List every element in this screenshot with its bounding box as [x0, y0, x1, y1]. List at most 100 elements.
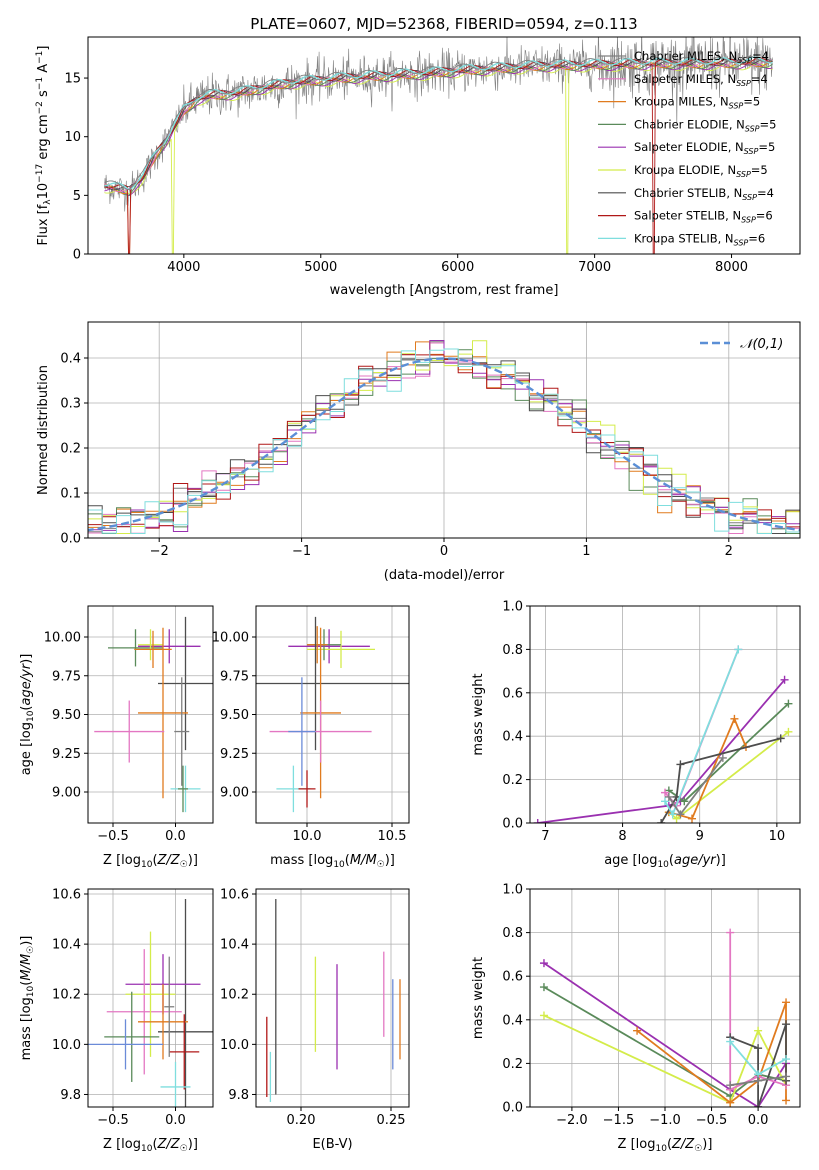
mass_vs_z-panel: −0.5 0.0 9.8 10.0 10.2 10.4 10.6 Z [log10(Z/Z☉)…	[19, 888, 214, 1154]
x-tick-label: −2.0	[556, 1113, 588, 1128]
y-tick-label: 10.00	[212, 631, 249, 646]
y-tick-label: 1.0	[502, 883, 523, 898]
y-tick-label: 10.6	[52, 888, 81, 903]
x-tick-label: 0.20	[287, 1113, 316, 1128]
y-tick-label: 10.2	[52, 988, 81, 1003]
weight-marker	[726, 928, 735, 937]
y-axis-label: age [log10(age/yr)]	[19, 654, 36, 776]
y-tick-label: 9.8	[228, 1088, 249, 1103]
spectrum-model-chabrier_miles	[104, 55, 773, 191]
weight-marker	[784, 699, 793, 708]
y-tick-label: 5	[73, 189, 81, 204]
y-tick-label: 0.0	[502, 817, 523, 832]
x-axis-label: age [log10(age/yr)]	[604, 853, 726, 870]
axes-frame	[255, 888, 410, 1108]
x-axis-label: wavelength [Angstrom, rest frame]	[330, 283, 559, 298]
weight-marker	[754, 1026, 763, 1035]
weight-marker	[726, 1037, 735, 1046]
y-tick-label: 10.0	[220, 1038, 249, 1053]
mass_vs_z-points	[88, 899, 213, 1107]
x-tick-label: 0.0	[165, 1113, 186, 1128]
age_vs_mass-panel: 10.0 10.5 9.00 9.25 9.50 9.75 10.00 mass [log10…	[212, 605, 410, 870]
mass_vs_ebv-panel: 0.20 0.25 9.8 10.0 10.2 10.4 10.6	[220, 888, 410, 1128]
age_vs_z-panel: −0.5 0.0 9.00 9.25 9.50 9.75 10.00 Z [log10(Z/Z…	[19, 605, 214, 870]
y-tick-label: 9.50	[52, 708, 81, 723]
weight-marker	[784, 727, 793, 736]
y-tick-label: 0.2	[60, 442, 81, 457]
weight-marker	[688, 814, 696, 823]
weight-marker	[668, 810, 677, 819]
y-tick-label: 0	[73, 248, 81, 263]
age_vs_z-points	[94, 616, 213, 813]
histogram-kroupa_stelib	[88, 348, 800, 534]
legend-entry: Salpeter MILES, NSSP=4	[634, 72, 768, 88]
y-axis-label: mass weight	[471, 673, 486, 755]
weight-marker	[782, 1072, 791, 1081]
weight-marker	[754, 1103, 763, 1107]
y-tick-label: 9.8	[60, 1088, 81, 1103]
y-tick-label: 0.8	[502, 643, 523, 658]
x-tick-label: −1.0	[649, 1113, 681, 1128]
weight-marker	[657, 819, 666, 823]
x-tick-label: −0.5	[696, 1113, 728, 1128]
x-tick-label: 10	[769, 829, 786, 844]
y-tick-label: 9.00	[52, 786, 81, 801]
y-tick-label: 0.3	[60, 397, 81, 412]
spectrum-panel: 4000 5000 6000 7000 8000 0 5 10 15 wavelength [An…	[35, 36, 801, 298]
x-tick-label: 0.25	[377, 1113, 406, 1128]
weight-marker	[782, 1055, 791, 1064]
axes-frame	[87, 888, 214, 1108]
weight-marker	[633, 1026, 642, 1035]
y-tick-label: 10.4	[220, 938, 249, 953]
x-tick-label: −1	[292, 544, 311, 559]
x-axis-label: mass [log10(M/M☉)]	[270, 853, 395, 870]
spectrum-lines	[104, 37, 773, 254]
weight-line	[543, 962, 787, 1107]
y-tick-label: 10.00	[44, 631, 81, 646]
y-tick-label: 0.4	[60, 352, 81, 367]
x-tick-label: 0	[440, 544, 448, 559]
y-tick-label: 0.4	[502, 1013, 523, 1028]
y-tick-label: 1.0	[502, 600, 523, 615]
x-tick-label: 4000	[167, 260, 200, 275]
y-tick-label: 0.2	[502, 1057, 523, 1072]
x-axis-label: E(B-V)	[312, 1137, 352, 1152]
x-axis-label: Z [log10(Z/Z☉)]	[618, 1137, 713, 1154]
weight-marker	[782, 1096, 791, 1105]
y-tick-label: 9.00	[220, 786, 249, 801]
x-axis-label: Z [log10(Z/Z☉)]	[103, 853, 198, 870]
x-axis-label: (data-model)/error	[384, 568, 505, 583]
legend-entry: Salpeter ELODIE, NSSP=5	[634, 140, 775, 156]
weight-marker	[539, 959, 548, 968]
weight-marker	[680, 797, 689, 806]
spectrum-model-salpeter_miles	[104, 59, 773, 193]
y-tick-label: 0.8	[502, 926, 523, 941]
spectrum-model-chabrier_stelib	[104, 58, 773, 191]
y-tick-label: 9.50	[220, 708, 249, 723]
x-tick-label: 0.0	[165, 829, 186, 844]
axes-frame	[529, 605, 801, 824]
weight-line	[543, 1014, 787, 1104]
weight-marker	[533, 819, 542, 823]
x-tick-label: 1	[582, 544, 590, 559]
y-tick-label: 0.6	[502, 686, 523, 701]
x-tick-label: 8000	[715, 260, 748, 275]
y-tick-label: 10.6	[220, 888, 249, 903]
weight-line	[660, 737, 781, 823]
figure-title: PLATE=0607, MJD=52368, FIBERID=0594, z=0…	[250, 15, 637, 33]
spectrum-legend: Chabrier MILES, NSSP=4 Salpeter MILES, NS…	[598, 49, 776, 247]
histogram-chabrier_miles	[88, 341, 800, 534]
weight-marker	[539, 983, 548, 992]
y-tick-label: 10	[64, 130, 81, 145]
y-tick-label: 10.4	[52, 938, 81, 953]
x-tick-label: 9	[696, 829, 704, 844]
legend-entry: Chabrier ELODIE, NSSP=5	[634, 117, 776, 133]
x-axis-label: Z [log10(Z/Z☉)]	[103, 1137, 198, 1154]
gaussian-curve	[88, 357, 800, 532]
y-tick-label: 10.2	[220, 988, 249, 1003]
weight_vs_age-panel: 7 8 9 10 0.0 0.2 0.4 0.6 0.8 1.0 age [log10(age/yr…	[471, 600, 801, 870]
weight-marker	[661, 797, 669, 806]
weight_vs_z-panel: −2.0 −1.5 −1.0 −0.5 0.0 0.0 0.2 0.4 0.6 0.8 1.0 Z […	[471, 883, 801, 1154]
y-tick-label: 0.1	[60, 487, 81, 502]
